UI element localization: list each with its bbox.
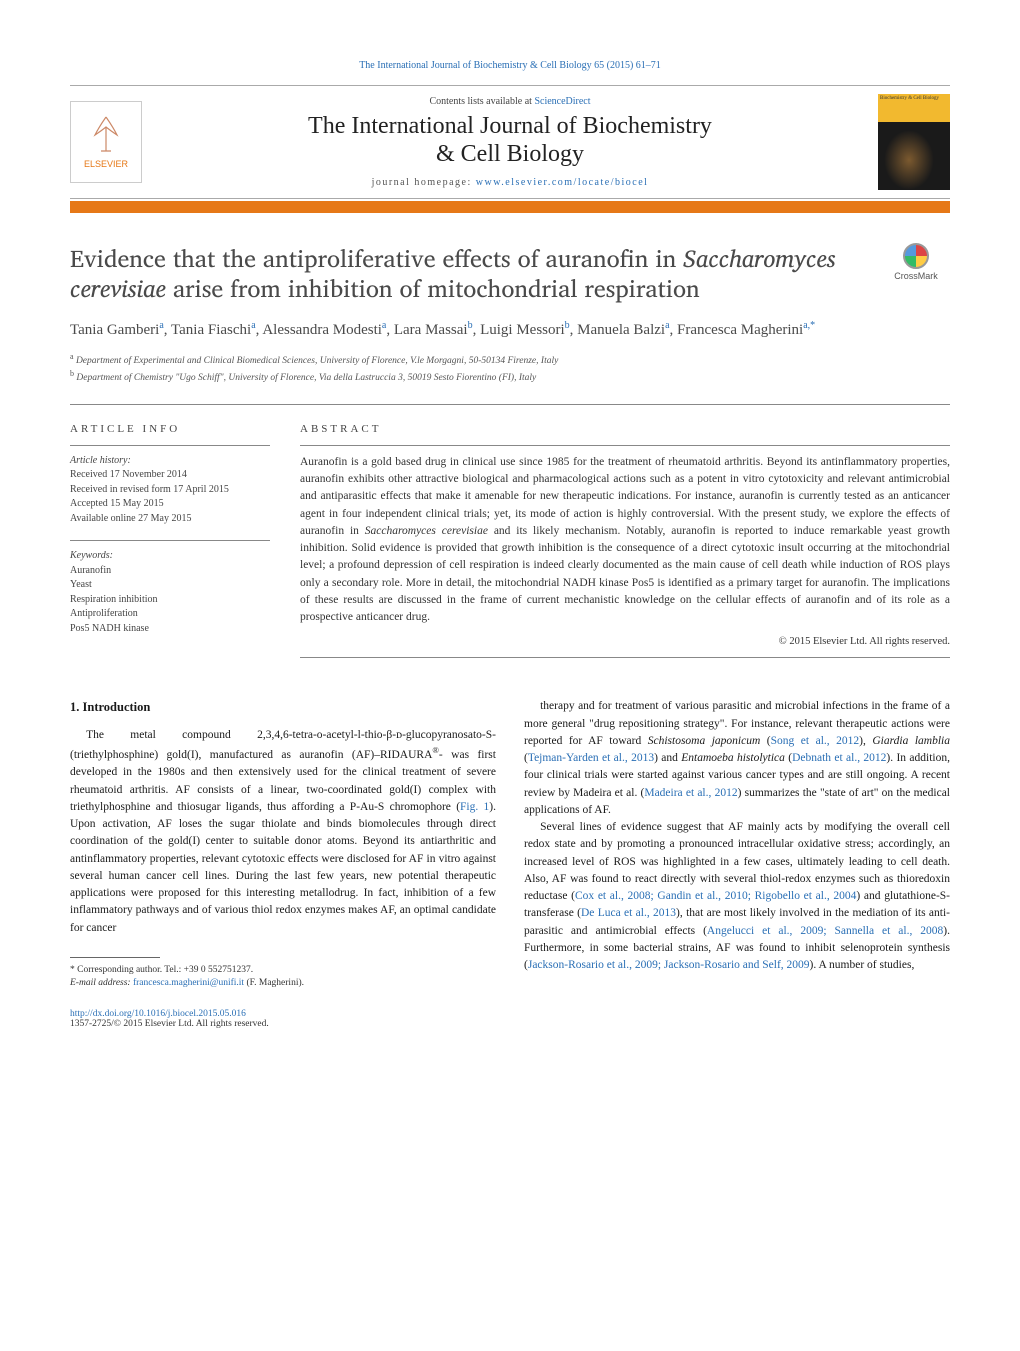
crossmark-badge[interactable]: CrossMark [882, 243, 950, 281]
elsevier-text: ELSEVIER [84, 159, 128, 169]
info-rule-2 [70, 540, 270, 541]
ref-link[interactable]: Jackson-Rosario et al., 2009; Jackson-Ro… [528, 959, 810, 971]
author: Tania Gamberia [70, 322, 164, 338]
masthead-center: Contents lists available at ScienceDirec… [156, 96, 864, 187]
article-info: article info Article history: Received 1… [70, 423, 270, 667]
copyright: © 2015 Elsevier Ltd. All rights reserved… [300, 636, 950, 647]
abstract: abstract Auranofin is a gold based drug … [300, 423, 950, 667]
article-history: Article history: Received 17 November 20… [70, 454, 270, 527]
ref-link[interactable]: Debnath et al., 2012 [792, 752, 886, 764]
authors: Tania Gamberia, Tania Fiaschia, Alessand… [70, 319, 950, 341]
sciencedirect-link[interactable]: ScienceDirect [534, 96, 590, 107]
author: Alessandra Modestia [262, 322, 386, 338]
ref-link[interactable]: Song et al., 2012 [771, 735, 860, 747]
intro-paragraph-3: Several lines of evidence suggest that A… [524, 819, 950, 974]
keyword: Antiproliferation [70, 608, 138, 619]
keyword: Respiration inhibition [70, 594, 158, 605]
section-heading: 1. Introduction [70, 698, 496, 717]
abstract-label: abstract [300, 423, 950, 435]
corresponding-footnote: * Corresponding author. Tel.: +39 0 5527… [70, 964, 496, 991]
running-head-link[interactable]: The International Journal of Biochemistr… [359, 60, 661, 71]
ref-link[interactable]: Madeira et al., 2012 [644, 787, 737, 799]
masthead: ELSEVIER Contents lists available at Sci… [70, 85, 950, 199]
divider [70, 404, 950, 405]
homepage-line: journal homepage: www.elsevier.com/locat… [156, 177, 864, 188]
ref-link[interactable]: Angelucci et al., 2009; Sannella et al.,… [707, 925, 943, 937]
keyword: Pos5 NADH kinase [70, 623, 149, 634]
contents-line: Contents lists available at ScienceDirec… [156, 96, 864, 107]
abstract-text: Auranofin is a gold based drug in clinic… [300, 454, 950, 627]
journal-title: The International Journal of Biochemistr… [156, 113, 864, 168]
ref-link[interactable]: Tejman-Yarden et al., 2013 [528, 752, 654, 764]
email-link[interactable]: francesca.magherini@unifi.it [133, 978, 244, 988]
elsevier-tree-icon [89, 115, 123, 159]
history-line: Available online 27 May 2015 [70, 513, 191, 524]
ref-link[interactable]: Cox et al., 2008; Gandin et al., 2010; R… [575, 890, 856, 902]
running-head: The International Journal of Biochemistr… [70, 60, 950, 71]
affiliations: a Department of Experimental and Clinica… [70, 351, 950, 386]
cover-bottom [878, 122, 950, 190]
keyword: Auranofin [70, 565, 111, 576]
body-column-left: 1. Introduction The metal compound 2,3,4… [70, 698, 496, 990]
elsevier-logo[interactable]: ELSEVIER [70, 101, 142, 183]
author: Lara Massaib [394, 322, 473, 338]
orange-bar [70, 201, 950, 213]
intro-paragraph-1: The metal compound 2,3,4,6-tetra-o-acety… [70, 727, 496, 937]
issn-line: 1357-2725/© 2015 Elsevier Ltd. All right… [70, 1019, 269, 1029]
crossmark-icon [903, 243, 929, 269]
footnote-rule [70, 957, 160, 958]
intro-paragraph-2: therapy and for treatment of various par… [524, 698, 950, 819]
doi-link[interactable]: http://dx.doi.org/10.1016/j.biocel.2015.… [70, 1009, 246, 1019]
body-column-right: therapy and for treatment of various par… [524, 698, 950, 990]
homepage-link[interactable]: www.elsevier.com/locate/biocel [476, 177, 649, 188]
abstract-rule-bottom [300, 657, 950, 658]
history-line: Received 17 November 2014 [70, 469, 187, 480]
history-line: Received in revised form 17 April 2015 [70, 484, 229, 495]
ref-link[interactable]: De Luca et al., 2013 [581, 907, 676, 919]
info-rule [70, 445, 270, 446]
author: Manuela Balzia [577, 322, 669, 338]
keyword: Yeast [70, 579, 92, 590]
page-footer: http://dx.doi.org/10.1016/j.biocel.2015.… [70, 1009, 950, 1029]
keywords: Keywords: AuranofinYeastRespiration inhi… [70, 549, 270, 636]
history-line: Accepted 15 May 2015 [70, 498, 164, 509]
cover-top: Biochemistry & Cell Biology [878, 94, 950, 122]
author: Francesca Magherinia,* [677, 322, 815, 338]
info-label: article info [70, 423, 270, 435]
author: Tania Fiaschia [171, 322, 256, 338]
abstract-rule [300, 445, 950, 446]
fig-link[interactable]: Fig. 1 [460, 801, 489, 813]
author: Luigi Messorib [480, 322, 570, 338]
journal-cover[interactable]: Biochemistry & Cell Biology [878, 94, 950, 190]
article-title: Evidence that the antiproliferative effe… [70, 243, 870, 303]
